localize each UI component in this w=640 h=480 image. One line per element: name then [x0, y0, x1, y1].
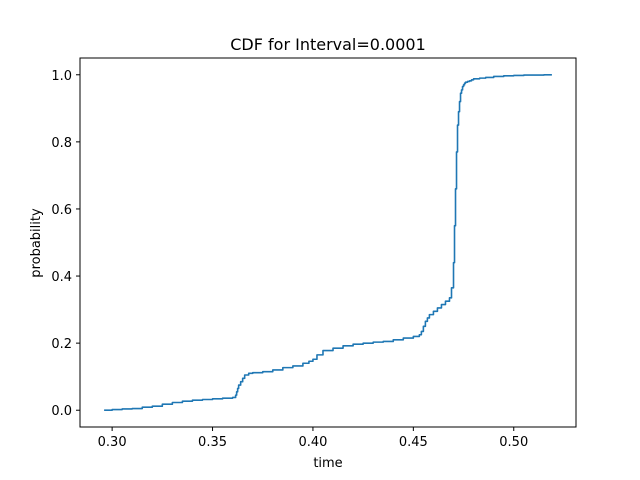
plot-area [104, 73, 552, 412]
x-tick-label: 0.50 [499, 435, 528, 450]
y-tick-label: 0.0 [51, 404, 72, 419]
plot-frame [79, 57, 577, 428]
y-tick-label: 0.2 [51, 337, 72, 352]
x-tick-label: 0.40 [298, 435, 327, 450]
y-tick-label: 0.6 [51, 203, 72, 218]
x-tick-label: 0.30 [98, 435, 127, 450]
x-axis-label: time [313, 456, 342, 471]
chart-title: CDF for Interval=0.0001 [230, 35, 426, 54]
y-axis-label: probability [29, 208, 44, 278]
x-tick-label: 0.45 [399, 435, 428, 450]
y-axis-ticks: 0.0 0.2 0.4 0.6 0.8 1.0 [51, 69, 80, 419]
x-tick-label: 0.35 [198, 435, 227, 450]
cdf-line-0 [104, 73, 552, 412]
y-tick-label: 1.0 [51, 69, 72, 84]
y-tick-label: 0.4 [51, 270, 72, 285]
x-axis-ticks: 0.30 0.35 0.40 0.45 0.50 [98, 427, 528, 450]
y-tick-label: 0.8 [51, 136, 72, 151]
